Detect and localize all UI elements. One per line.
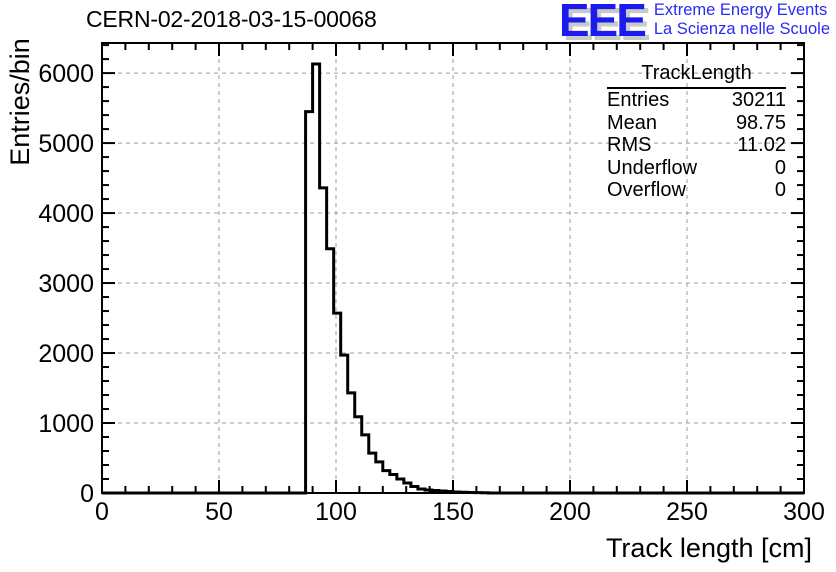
eee-logo-text: Extreme Energy Events La Scienza nelle S… xyxy=(654,1,830,40)
grid-lines xyxy=(102,43,804,493)
stats-row: RMS 11.02 xyxy=(607,134,786,157)
eee-logo-line1: Extreme Energy Events xyxy=(653,1,828,19)
y-tick-label: 5000 xyxy=(38,130,94,158)
stats-value: 0 xyxy=(774,156,786,179)
stats-row: Underflow 0 xyxy=(607,157,786,180)
x-tick-label: 200 xyxy=(549,498,591,526)
y-tick-label: 1000 xyxy=(38,410,94,438)
stats-row: Entries 30211 xyxy=(607,89,786,112)
stats-box: TrackLength Entries 30211 Mean 98.75 RMS 11.0… xyxy=(607,61,786,202)
x-tick-label: 250 xyxy=(666,498,708,526)
y-tick-label: 4000 xyxy=(38,200,94,228)
stats-rows: Entries 30211 Mean 98.75 RMS 11.02 Underflow 0 O… xyxy=(607,89,786,202)
axis-ticks xyxy=(101,43,805,494)
stats-title: TrackLength xyxy=(607,61,786,89)
stats-value: 0 xyxy=(774,179,786,202)
stats-label: Mean xyxy=(607,111,658,134)
plot-title: CERN-02-2018-03-15-00068 xyxy=(86,6,377,32)
eee-logo-line2: La Scienza nelle Scuole xyxy=(653,20,830,39)
y-tick-label: 0 xyxy=(80,480,94,508)
y-tick-label: 6000 xyxy=(38,60,94,88)
stats-row: Mean 98.75 xyxy=(607,112,786,135)
stats-value: 98.75 xyxy=(735,111,786,134)
x-tick-label: 50 xyxy=(205,498,233,526)
x-tick-label: 0 xyxy=(95,498,109,526)
stats-value: 30211 xyxy=(731,89,786,111)
x-axis-title: Track length [cm] xyxy=(605,533,812,563)
eee-logo-acronym: EEE xyxy=(558,0,647,47)
stats-label: Underflow xyxy=(607,156,698,179)
stats-label: RMS xyxy=(607,134,652,157)
x-tick-label: 150 xyxy=(432,498,474,526)
stats-value: 11.02 xyxy=(737,134,786,157)
y-axis-title: Entries/bin xyxy=(5,38,35,166)
tick-labels: 0 50 100 150 200 250 3000100020003000400050006… xyxy=(38,60,824,526)
y-tick-label: 3000 xyxy=(38,270,94,298)
stats-label: Entries xyxy=(607,89,670,111)
y-tick-label: 2000 xyxy=(38,340,94,368)
eee-logo: EEE Extreme Energy Events La Scienza nel… xyxy=(558,0,830,47)
x-tick-label: 300 xyxy=(783,498,825,526)
stats-row: Overflow 0 xyxy=(607,179,786,202)
stats-label: Overflow xyxy=(607,179,686,202)
x-tick-label: 100 xyxy=(315,498,357,526)
